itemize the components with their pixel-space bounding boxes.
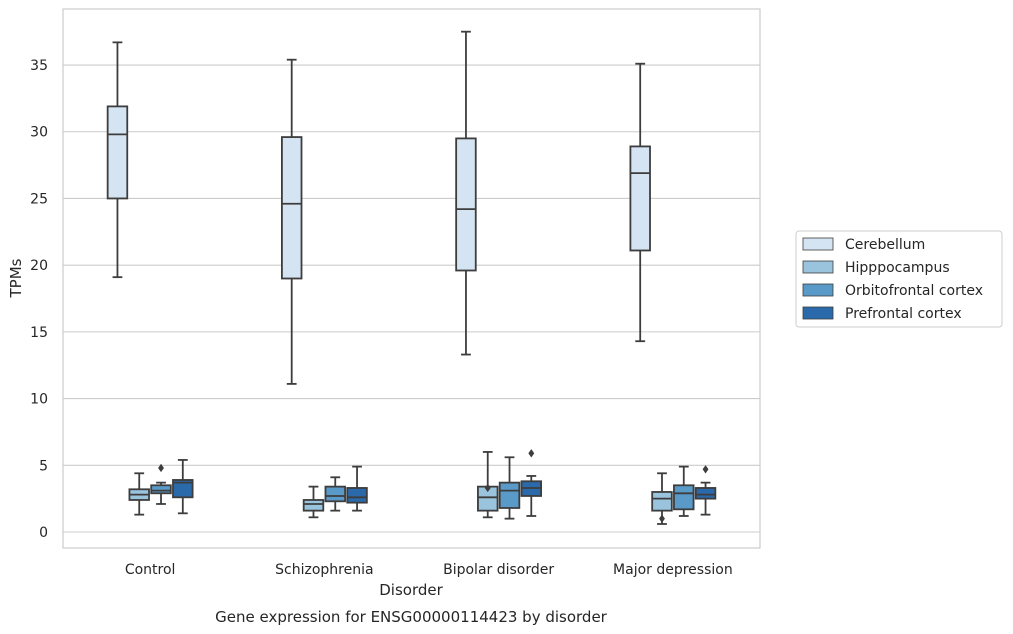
iqr-box [106,105,129,200]
y-tick-label: 5 [39,458,48,474]
box-orbitofrontal-cortex [324,476,346,512]
outlier-point [702,465,709,474]
box-orbitofrontal-cortex [150,463,172,505]
iqr-box [694,487,717,500]
x-tick-label: Schizophrenia [275,562,373,578]
legend-swatch [802,283,834,297]
y-tick-label: 25 [30,191,48,207]
plot-area-frame [62,8,761,549]
iqr-box [346,487,368,504]
x-axis-title: Disorder [379,581,443,599]
box-hipppocampus [477,451,499,519]
box-orbitofrontal-cortex [498,456,521,520]
box-orbitofrontal-cortex [673,465,695,517]
legend-frame [795,230,1003,328]
y-tick-label: 35 [30,58,48,74]
x-tick-label: Bipolar disorder [443,562,554,578]
outlier-point [659,514,665,523]
y-tick-labels: 0 5 10 15 20 25 30 35 [30,58,48,541]
chart-caption: Gene expression for ENSG00000114423 by d… [215,608,608,626]
box-prefrontal-cortex [172,459,194,515]
legend-label: Orbitofrontal cortex [845,283,983,299]
iqr-box [150,484,172,495]
box-cerebellum [455,30,477,356]
iqr-box [324,485,346,503]
legend-swatch [802,260,834,274]
legend: Cerebellum Hipppocampus Orbitofrontal cort… [795,230,1003,328]
legend-swatch [802,306,834,320]
y-axis-title: TPMs [7,258,25,298]
box-prefrontal-cortex [694,465,717,516]
y-tick-label: 15 [30,325,48,341]
gridlines [63,64,760,533]
outlier-point [484,483,491,493]
box-cerebellum [106,41,129,279]
y-tick-label: 0 [39,525,48,541]
x-tick-label: Major depression [613,562,733,578]
legend-label: Prefrontal cortex [845,306,962,322]
legend-swatch [802,237,834,251]
iqr-box [673,484,695,511]
box-hipppocampus [128,472,150,516]
box-hipppocampus [302,485,325,519]
outlier-point [158,463,164,473]
iqr-box [498,481,521,509]
iqr-box [302,499,325,512]
iqr-box [455,137,477,272]
boxes [106,30,717,525]
box-prefrontal-cortex [520,449,542,517]
iqr-box [629,145,651,252]
iqr-box [651,491,673,512]
x-tick-labels: Control Schizophrenia Bipolar disorder Majo… [125,562,733,578]
legend-items: Cerebellum Hipppocampus Orbitofrontal cort… [802,237,983,322]
box-hipppocampus [651,472,673,525]
iqr-box [281,136,303,280]
box-prefrontal-cortex [346,465,368,512]
outlier-point [528,449,535,458]
iqr-box [172,479,194,499]
x-tick-label: Control [125,562,176,578]
box-cerebellum [281,58,303,385]
y-tick-label: 20 [30,258,48,274]
y-tick-label: 10 [30,392,48,408]
legend-label: Cerebellum [845,237,925,253]
box-cerebellum [629,62,651,343]
legend-label: Hipppocampus [845,260,950,276]
y-tick-label: 30 [30,125,48,141]
